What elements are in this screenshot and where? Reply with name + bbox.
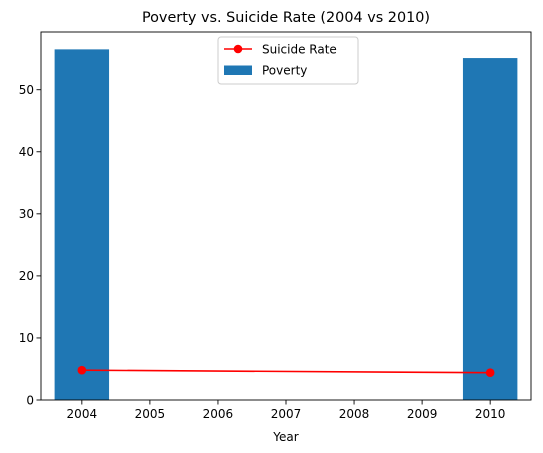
legend-label-suicide-rate: Suicide Rate	[262, 42, 337, 56]
bar-2004	[54, 49, 110, 401]
x-tick-label-2009: 2009	[407, 407, 438, 421]
plot-area	[40, 31, 532, 401]
plot-background	[41, 32, 531, 400]
legend-bar-swatch	[224, 65, 252, 75]
chart-title: Poverty vs. Suicide Rate (2004 vs 2010)	[142, 10, 430, 26]
x-tick-label-2004: 2004	[67, 407, 98, 421]
legend-label-poverty: Poverty	[262, 63, 307, 77]
suicide-rate-point-2004	[77, 365, 87, 375]
y-axis: 0 10 20 30 40 50	[19, 83, 41, 407]
legend-box	[217, 36, 359, 85]
x-tick-label-2007: 2007	[271, 407, 302, 421]
y-tick-label-50: 50	[19, 83, 34, 97]
legend-marker-swatch	[233, 44, 243, 54]
suicide-rate-line	[81, 369, 491, 374]
y-tick-label-30: 30	[19, 207, 34, 221]
x-axis: 2004 2005 2006 2007 2008 2009 2010	[67, 400, 506, 421]
y-tick-label-0: 0	[26, 393, 34, 407]
line-series	[77, 365, 495, 377]
x-tick-label-2006: 2006	[203, 407, 234, 421]
y-tick-label-10: 10	[19, 331, 34, 345]
y-tick-label-20: 20	[19, 269, 34, 283]
x-tick-label-2010: 2010	[475, 407, 506, 421]
x-axis-label: Year	[272, 430, 298, 444]
bar-2010	[462, 58, 518, 400]
x-tick-label-2005: 2005	[135, 407, 166, 421]
x-tick-label-2008: 2008	[339, 407, 370, 421]
suicide-rate-point-2010	[485, 368, 495, 377]
y-tick-label-40: 40	[19, 145, 34, 159]
legend: Suicide Rate Poverty	[217, 36, 359, 85]
bar-series	[54, 49, 518, 401]
